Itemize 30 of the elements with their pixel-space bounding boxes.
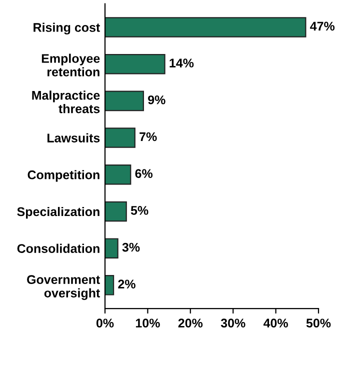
data-label: 3%: [122, 242, 140, 252]
bar: [105, 54, 166, 74]
bar: [105, 201, 127, 222]
y-tick-label: Malpractice threats: [32, 90, 100, 114]
y-tick-label: Competition: [28, 170, 100, 182]
data-label: 2%: [118, 280, 136, 289]
data-label: 5%: [130, 206, 148, 215]
data-label: 14%: [170, 58, 194, 68]
bar: [105, 90, 144, 112]
bar: [105, 17, 306, 38]
data-label: 9%: [148, 95, 166, 104]
data-label: 47%: [310, 22, 335, 31]
x-tick-label: 50%: [306, 318, 331, 328]
x-tick-label: 20%: [178, 318, 203, 328]
x-tick-label: 30%: [220, 318, 246, 328]
y-tick-label: Lawsuits: [47, 133, 100, 142]
x-tick-label: 10%: [136, 318, 160, 328]
bar: [105, 238, 118, 258]
bar: [105, 128, 136, 148]
y-tick-label: Employee retention: [42, 54, 100, 76]
bar: [105, 164, 132, 185]
x-tick-label: 0%: [96, 318, 114, 328]
data-label: 6%: [135, 169, 153, 178]
y-tick-label: Specialization: [17, 206, 100, 219]
y-tick-label: Rising cost: [34, 22, 100, 34]
x-tick-label: 40%: [263, 318, 288, 328]
data-label: 7%: [140, 132, 157, 142]
bar: [105, 275, 114, 296]
y-tick-label: Consolidation: [17, 244, 100, 253]
y-tick-label: Government oversight: [27, 275, 100, 300]
